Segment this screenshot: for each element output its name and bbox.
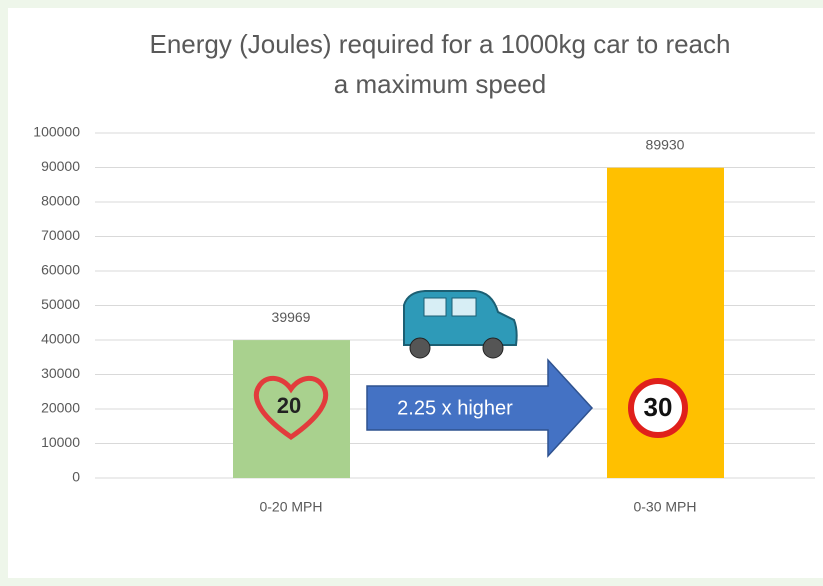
y-tick-label: 30000 <box>41 365 80 381</box>
x-tick-label: 0-20 MPH <box>259 499 322 515</box>
y-tick-label: 20000 <box>41 400 80 416</box>
y-tick-label: 70000 <box>41 227 80 243</box>
value-label: 89930 <box>646 136 685 152</box>
y-tick-label: 40000 <box>41 331 80 347</box>
speed-sign-text: 30 <box>644 392 673 422</box>
heart-text: 20 <box>277 393 301 418</box>
y-tick-label: 50000 <box>41 296 80 312</box>
y-tick-label: 60000 <box>41 262 80 278</box>
chart-subtitle: a maximum speed <box>334 69 546 99</box>
y-tick-label: 90000 <box>41 158 80 174</box>
value-label: 39969 <box>272 309 311 325</box>
x-tick-label: 0-30 MPH <box>633 499 696 515</box>
y-tick-label: 80000 <box>41 193 80 209</box>
y-tick-label: 10000 <box>41 434 80 450</box>
chart-title: Energy (Joules) required for a 1000kg ca… <box>150 29 731 59</box>
chart: Energy (Joules) required for a 1000kg ca… <box>0 0 823 586</box>
y-tick-label: 0 <box>72 469 80 485</box>
y-tick-label: 100000 <box>33 124 80 140</box>
arrow-text: 2.25 x higher <box>397 397 513 419</box>
